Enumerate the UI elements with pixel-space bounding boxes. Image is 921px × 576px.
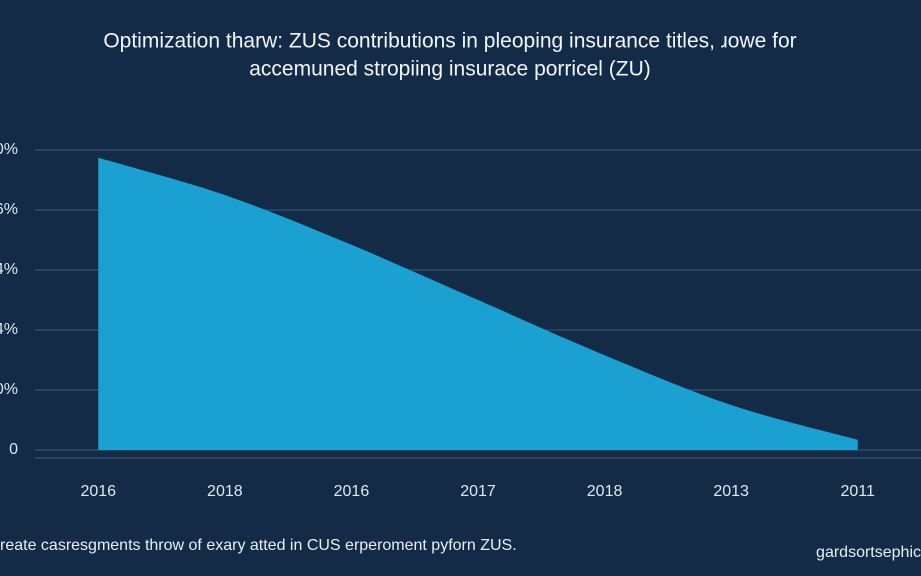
y-tick-label: 0% [0,381,18,398]
x-tick-label: 2011 [841,483,876,500]
x-tick-label: 2018 [207,483,243,500]
y-tick-label: 4% [0,321,18,338]
y-tick-label: 0% [0,141,18,158]
x-tick-label: 2016 [80,483,116,500]
x-tick-label: 2016 [334,483,370,500]
x-tick-label: 2017 [460,483,496,500]
y-tick-label: 0 [9,441,18,458]
area [98,157,858,451]
caption: reate casresgments throw of exary atted … [0,537,517,554]
y-tick-label: 6% [0,201,18,218]
chart-subtitle: accemuned stropiing insurace porricel (Z… [249,58,651,81]
x-tick-label: 2018 [587,483,623,500]
source: gardsortsephic [816,544,921,561]
x-tick-label: 2013 [713,483,749,500]
chart-title: Optimization tharw: ZUS contributions in… [103,30,796,53]
y-tick-label: 4% [0,261,18,278]
